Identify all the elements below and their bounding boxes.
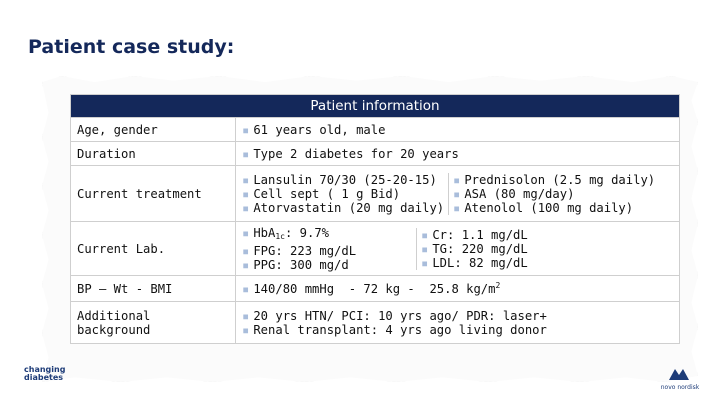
bullet-icon: ▪ [453,186,461,201]
bullet-icon: ▪ [421,227,429,242]
table-header-row: Patient information [70,94,680,118]
list-item: ▪ Cell sept ( 1 g Bid) [242,187,448,201]
row-value-treatment: ▪ Lansulin 70/30 (25-20-15) ▪ Cell sept ( … [235,165,680,222]
hba1c-value: : 9.7% [285,225,330,240]
bp-weight-bmi-value: 140/80 mmHg - 72 kg - 25.8 kg/m [253,282,496,296]
background-item: 20 yrs HTN/ PCI: 10 yrs ago/ PDR: laser+ [253,308,547,323]
row-value-bp: ▪ 140/80 mmHg - 72 kg - 25.8 kg/m2 [235,275,680,302]
apis-bull-icon [669,369,689,380]
ppg-value: PPG: 300 mg/d [253,257,349,272]
list-item: ▪ Prednisolon (2.5 mg daily) [453,173,655,187]
row-value-duration: ▪ Type 2 diabetes for 20 years [235,141,680,166]
lab-column-1: ▪ HbA1c: 9.7% ▪ FPG: 223 mg/dL ▪ PPG: 300 m… [242,226,416,272]
list-item: ▪ PPG: 300 mg/d [242,258,416,272]
treatment-item: Prednisolon (2.5 mg daily) [464,172,656,187]
hba1c-subscript: 1c [275,231,285,241]
list-item: ▪ Atenolol (100 mg daily) [453,201,655,215]
row-label-lab: Current Lab. [70,221,236,276]
table-row-bp: BP – Wt - BMI ▪ 140/80 mmHg - 72 kg - 25.… [70,275,680,302]
duration-value: Type 2 diabetes for 20 years [253,146,459,161]
bullet-icon: ▪ [242,308,250,323]
list-item: ▪ ASA (80 mg/day) [453,187,655,201]
lab-item: Cr: 1.1 mg/dL [432,227,528,242]
row-value-age: ▪ 61 years old, male [235,117,680,142]
lab-item: LDL: 82 mg/dL [432,255,528,270]
fpg-value: FPG: 223 mg/dL [253,243,357,258]
treatment-item: Atenolol (100 mg daily) [464,200,634,215]
bmi-superscript: 2 [495,281,501,290]
background-item: Renal transplant: 4 yrs ago living donor [253,322,547,337]
bullet-icon: ▪ [242,146,250,161]
bullet-icon: ▪ [421,255,429,270]
logo-line: diabetes [24,373,64,382]
row-label-treatment: Current treatment [70,165,236,222]
row-value-lab: ▪ HbA1c: 9.7% ▪ FPG: 223 mg/dL ▪ PPG: 300 m… [235,221,680,276]
bullet-icon: ▪ [242,200,250,215]
bullet-icon: ▪ [242,225,250,240]
age-gender-value: 61 years old, male [253,122,386,137]
table-row-background: Additional background ▪ 20 yrs HTN/ PCI: … [70,301,680,344]
list-item: ▪ 20 yrs HTN/ PCI: 10 yrs ago/ PDR: laser… [242,309,673,323]
bullet-icon: ▪ [242,257,250,272]
novo-nordisk-logo: novo nordisk [652,366,708,391]
bullet-icon: ▪ [453,172,461,187]
treatment-column-1: ▪ Lansulin 70/30 (25-20-15) ▪ Cell sept ( … [242,173,448,215]
bullet-icon: ▪ [242,282,250,296]
logo-line: changing [24,365,66,374]
patient-info-table: Patient information Age, gender ▪ 61 year… [70,94,680,344]
hba1c-prefix: HbA [253,225,276,240]
treatment-item: Cell sept ( 1 g Bid) [253,186,401,201]
bullet-icon: ▪ [242,243,250,258]
slide-title: Patient case study: [28,36,235,58]
list-item: ▪ Renal transplant: 4 yrs ago living dono… [242,323,673,337]
table-header: Patient information [70,94,680,118]
treatment-item: ASA (80 mg/day) [464,186,575,201]
row-value-background: ▪ 20 yrs HTN/ PCI: 10 yrs ago/ PDR: laser… [235,301,680,344]
list-item: ▪ Cr: 1.1 mg/dL [421,228,528,242]
bullet-icon: ▪ [242,172,250,187]
list-item: ▪ TG: 220 mg/dL [421,242,528,256]
list-item: ▪ LDL: 82 mg/dL [421,256,528,270]
bullet-icon: ▪ [453,200,461,215]
logo-text: novo nordisk [660,384,700,391]
row-label-background: Additional background [70,301,236,344]
row-label-age: Age, gender [70,117,236,142]
changing-diabetes-logo: changing diabetes [24,366,65,382]
list-item: ▪ FPG: 223 mg/dL [242,244,416,258]
lab-column-2: ▪ Cr: 1.1 mg/dL ▪ TG: 220 mg/dL ▪ LDL: 82 m… [416,227,528,270]
table-row-duration: Duration ▪ Type 2 diabetes for 20 years [70,141,680,166]
table-row-treatment: Current treatment ▪ Lansulin 70/30 (25-20… [70,165,680,222]
list-item: ▪ Lansulin 70/30 (25-20-15) [242,173,448,187]
bullet-icon: ▪ [421,241,429,256]
row-label-bp: BP – Wt - BMI [70,275,236,302]
table-row-lab: Current Lab. ▪ HbA1c: 9.7% ▪ FPG: 223 mg/d… [70,221,680,276]
bullet-icon: ▪ [242,322,250,337]
treatment-column-2: ▪ Prednisolon (2.5 mg daily) ▪ ASA (80 mg/… [448,172,655,215]
bullet-icon: ▪ [242,186,250,201]
list-item: ▪ HbA1c: 9.7% [242,226,416,244]
treatment-item: Atorvastatin (20 mg daily) [253,200,445,215]
treatment-item: Lansulin 70/30 (25-20-15) [253,172,437,187]
list-item: ▪ Atorvastatin (20 mg daily) [242,201,448,215]
row-label-duration: Duration [70,141,236,166]
bullet-icon: ▪ [242,122,250,137]
table-row-age: Age, gender ▪ 61 years old, male [70,117,680,142]
lab-item: TG: 220 mg/dL [432,241,528,256]
